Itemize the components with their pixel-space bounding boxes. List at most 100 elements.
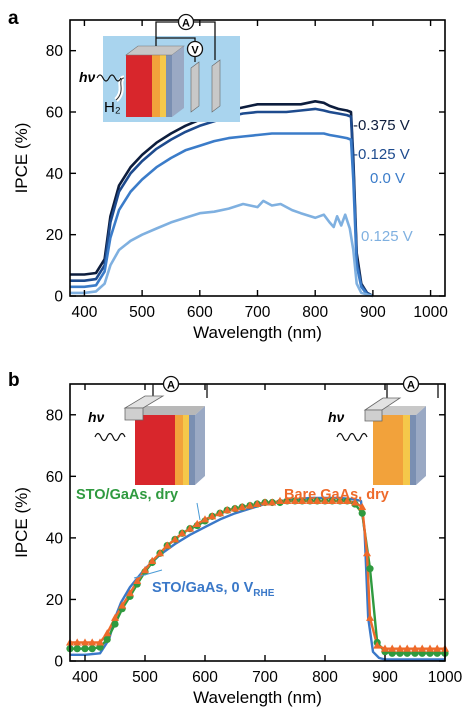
legend-label-bare-dry: Bare GaAs, dry [284, 487, 389, 503]
series-line-1 [70, 107, 374, 298]
panel-b-inset-sto: A hν [88, 375, 208, 485]
sto-yellow-layer [183, 415, 189, 485]
voltmeter-icon [186, 40, 204, 58]
data-point-2 [363, 549, 371, 557]
series-line-0 [70, 496, 445, 661]
x-tick-label: 400 [71, 304, 97, 321]
ammeter-label: A [182, 18, 190, 30]
y-axis-label: IPCE (%) [12, 123, 31, 194]
data-point-2 [381, 644, 389, 652]
data-point-2 [298, 496, 307, 504]
data-point-2 [396, 644, 404, 652]
data-point-2 [351, 498, 359, 506]
legend-label-0125: 0.125 V [361, 228, 413, 245]
data-point-2 [208, 512, 217, 520]
leader-line-sto-0v [133, 569, 163, 579]
panel-a-inset: A V hν H₂ [79, 13, 240, 122]
data-point-2 [216, 509, 224, 517]
data-point-2 [366, 613, 374, 621]
sto-orange-layer [175, 415, 183, 485]
light-label-right: hν [328, 409, 345, 425]
x-tick-label: 900 [360, 304, 386, 321]
data-point-2 [186, 524, 194, 532]
hydrogen-label: H₂ [104, 99, 121, 116]
circuit-wire-left [152, 383, 208, 398]
legend-label-sto-dry: STO/GaAs, dry [76, 487, 178, 503]
data-point-1 [103, 635, 111, 644]
sto-red-layer [135, 415, 175, 485]
x-axis-label: Wavelength (nm) [193, 323, 322, 342]
series-line-2 [70, 499, 445, 650]
series-line-3 [70, 199, 374, 298]
data-point-2 [418, 644, 427, 652]
data-point-1 [88, 645, 96, 653]
x-tick-label: 700 [245, 304, 271, 321]
x-tick-label: 800 [312, 669, 338, 686]
series-line-1 [70, 499, 445, 655]
data-point-2 [403, 644, 412, 652]
series-line-0 [70, 100, 374, 298]
data-point-1 [358, 509, 366, 517]
legend-label-sto-0v-main: STO/GaAs, 0 V [152, 580, 254, 596]
data-point-2 [178, 529, 187, 537]
plot-frame [69, 383, 446, 662]
y-tick-label: 40 [46, 166, 64, 183]
data-point-2 [276, 496, 284, 504]
light-wave-icon-right [336, 432, 368, 442]
data-point-2 [433, 644, 442, 652]
data-point-2 [283, 496, 292, 504]
hydrogen-bubble-outline [115, 77, 125, 101]
electrode-red-layer [126, 55, 152, 117]
ammeter-icon-right [402, 375, 420, 393]
contact-bar-left-front [124, 407, 144, 421]
light-wave-icon [96, 74, 122, 82]
data-point-1 [111, 620, 119, 628]
data-point-2 [156, 549, 164, 557]
electrode-orange-layer [152, 55, 160, 117]
data-point-2 [358, 502, 367, 511]
data-point-2 [163, 541, 172, 549]
data-point-2 [321, 496, 329, 504]
data-point-2 [343, 496, 352, 504]
data-point-2 [73, 638, 82, 646]
data-point-2 [111, 613, 119, 621]
sto-top-face [135, 406, 205, 415]
y-tick-label: 80 [46, 43, 64, 60]
data-point-2 [291, 496, 299, 504]
x-tick-label: 600 [187, 304, 213, 321]
data-point-2 [253, 499, 262, 508]
bare-yellow-layer [403, 415, 410, 485]
data-point-1 [366, 565, 374, 573]
x-tick-label: 700 [252, 669, 278, 686]
light-wave-icon-left [94, 432, 126, 442]
data-point-2 [238, 502, 247, 511]
voltmeter-label: V [191, 45, 199, 57]
light-label-left: hν [88, 409, 105, 425]
bare-side-face [416, 406, 426, 485]
sto-grey-layer [189, 415, 195, 485]
panel-a-label: a [8, 8, 19, 29]
electrode-side-face [172, 46, 184, 117]
x-tick-label: 400 [72, 669, 98, 686]
panel-b-label: b [8, 370, 20, 391]
x-tick-label: 500 [132, 669, 158, 686]
light-label: hν [79, 69, 96, 85]
bare-orange-layer [373, 415, 403, 485]
data-point-2 [81, 638, 89, 646]
counter-electrode [190, 61, 200, 113]
data-point-1 [81, 645, 89, 653]
data-point-2 [118, 601, 127, 609]
reference-electrode [211, 59, 221, 113]
leader-line-sto-dry [196, 502, 201, 521]
data-point-2 [103, 629, 112, 637]
legend-label-neg0125: -0.125 V [353, 146, 410, 163]
x-axis-label: Wavelength (nm) [193, 688, 322, 707]
legend-label-neg0375: -0.375 V [353, 117, 410, 134]
data-point-2 [426, 644, 434, 652]
data-point-1 [73, 645, 81, 653]
data-point-2 [133, 576, 142, 584]
data-point-2 [231, 504, 239, 512]
y-tick-label: 0 [54, 654, 63, 671]
x-tick-label: 500 [129, 304, 155, 321]
